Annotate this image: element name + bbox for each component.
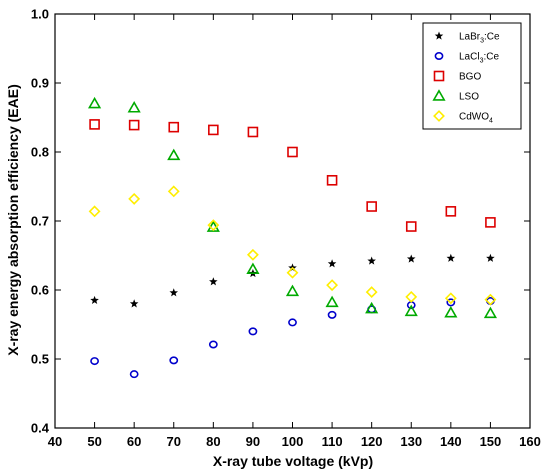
data-point <box>90 357 99 366</box>
x-tick-label: 70 <box>167 434 181 449</box>
data-point <box>248 327 258 336</box>
data-point <box>209 277 218 286</box>
legend-label-lso: LSO <box>459 92 479 103</box>
y-tick-label: 0.7 <box>31 214 49 229</box>
x-tick-label: 50 <box>87 434 101 449</box>
y-tick-label: 0.8 <box>31 145 49 160</box>
x-tick-label: 130 <box>400 434 422 449</box>
data-point <box>485 217 496 228</box>
data-point <box>208 340 218 349</box>
data-point <box>445 206 457 217</box>
y-axis: 0.4 0.5 0.6 0.7 0.8 0.9 1.0 <box>31 7 530 436</box>
data-point <box>90 295 99 304</box>
data-point <box>89 119 100 130</box>
data-point <box>286 266 299 279</box>
data-point <box>446 253 456 262</box>
data-point <box>287 146 298 158</box>
x-tick-label: 140 <box>440 434 462 449</box>
data-point <box>444 292 457 305</box>
data-point <box>404 304 418 317</box>
data-point <box>246 248 259 261</box>
x-tick-label: 150 <box>480 434 502 449</box>
y-tick-label: 0.4 <box>31 421 50 436</box>
data-point <box>207 219 220 232</box>
x-tick-label: 110 <box>322 434 343 449</box>
data-point <box>246 262 260 275</box>
data-point <box>167 185 180 198</box>
x-tick-label: 80 <box>206 434 220 449</box>
data-point <box>128 192 141 205</box>
data-point <box>285 284 300 297</box>
data-point <box>486 253 495 262</box>
legend: LaBr3:Ce LaCl3:Ce BGO LSO CdWO4 <box>422 22 522 130</box>
x-axis-title: X-ray tube voltage (kVp) <box>213 453 373 469</box>
x-tick-label: 40 <box>48 434 62 449</box>
series-labr3 <box>90 253 495 308</box>
legend-marker-lso <box>432 89 446 101</box>
legend-marker-bgo <box>433 70 445 82</box>
data-point <box>88 205 101 218</box>
data-point <box>405 290 418 303</box>
series-cdwo4 <box>88 185 497 306</box>
data-point <box>326 279 339 292</box>
data-point <box>444 305 458 318</box>
data-point <box>406 254 416 263</box>
y-tick-label: 0.6 <box>31 283 49 298</box>
data-point <box>168 121 180 133</box>
x-tick-label: 60 <box>127 434 141 449</box>
data-point <box>365 301 379 314</box>
data-point <box>326 174 338 186</box>
data-point <box>484 293 497 306</box>
x-tick-label: 160 <box>519 434 541 449</box>
series-lso <box>88 96 497 319</box>
data-point <box>327 310 337 319</box>
data-point <box>167 148 181 161</box>
data-point <box>483 306 497 319</box>
data-point <box>366 201 377 212</box>
data-markers <box>88 96 497 379</box>
legend-marker-cdwo4 <box>433 110 445 122</box>
data-point <box>446 298 456 307</box>
data-point <box>169 288 179 297</box>
data-point <box>208 124 219 136</box>
x-tick-label: 100 <box>282 434 304 449</box>
data-point <box>128 119 140 131</box>
data-point <box>288 318 297 327</box>
y-tick-label: 0.5 <box>31 352 49 367</box>
legend-label-labr3: LaBr3:Ce <box>459 32 500 45</box>
series-lacl3 <box>90 297 495 379</box>
data-point <box>325 295 339 308</box>
data-point <box>88 96 102 109</box>
data-point <box>169 356 179 365</box>
data-point <box>129 370 139 379</box>
legend-marker-labr3 <box>434 31 444 40</box>
data-point <box>127 101 141 113</box>
x-tick-label: 90 <box>246 434 260 449</box>
data-point <box>405 221 417 232</box>
legend-label-cdwo4: CdWO4 <box>459 112 493 125</box>
y-axis-title: X-ray energy absorption efficiency (EAE) <box>5 84 21 356</box>
y-tick-label: 1.0 <box>31 7 49 22</box>
legend-label-bgo: BGO <box>459 72 481 83</box>
legend-marker-lacl3 <box>434 51 444 60</box>
data-point <box>365 286 378 299</box>
legend-label-lacl3: LaCl3:Ce <box>459 52 499 65</box>
data-point <box>367 256 376 265</box>
data-point <box>247 126 259 138</box>
x-axis: 40 50 60 70 80 90 100 110 120 130 140 150 160 <box>48 14 541 449</box>
data-point <box>129 299 139 308</box>
y-tick-label: 0.9 <box>31 76 49 91</box>
series-bgo <box>89 119 496 232</box>
data-point <box>327 259 337 268</box>
x-tick-label: 120 <box>361 434 383 449</box>
